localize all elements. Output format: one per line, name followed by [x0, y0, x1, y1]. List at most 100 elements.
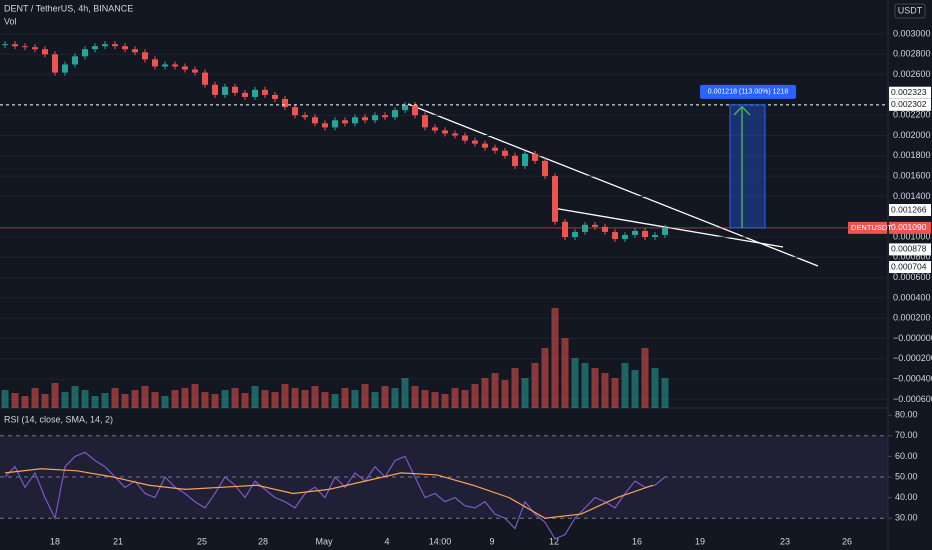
candle	[132, 49, 138, 53]
price-tick-label: 0.001400	[893, 191, 931, 201]
time-label: 28	[258, 536, 268, 546]
candle	[292, 107, 298, 116]
rsi-label: RSI (14, close, SMA, 14, 2)	[4, 414, 113, 424]
volume-bar	[331, 394, 339, 408]
price-label: 0.000704	[891, 261, 927, 271]
candle	[452, 133, 458, 136]
symbol-tag: DENTUSDT	[851, 223, 892, 232]
volume-bar	[391, 388, 399, 408]
candle	[432, 127, 438, 131]
candle	[422, 115, 428, 128]
candle	[142, 52, 148, 60]
measure-box	[729, 104, 766, 229]
volume-bar	[301, 390, 309, 408]
candle	[482, 143, 488, 148]
volume-bar	[321, 392, 329, 408]
candle	[72, 56, 78, 65]
candle	[62, 64, 68, 73]
candle	[462, 135, 468, 141]
volume-bar	[141, 386, 149, 408]
candle	[12, 44, 18, 47]
volume-bar	[621, 363, 629, 408]
currency[interactable]: USDT	[898, 5, 923, 15]
candle	[392, 110, 398, 118]
candle	[472, 140, 478, 144]
measure-label-box	[700, 84, 796, 99]
price-tick-label: 0.000400	[893, 292, 931, 302]
volume-bar	[371, 392, 379, 408]
volume-bar	[281, 384, 289, 408]
candle	[182, 66, 188, 70]
volume-bar	[11, 393, 19, 408]
volume-label: Vol	[4, 16, 17, 26]
candle	[232, 86, 238, 93]
candle	[32, 47, 38, 50]
candle	[82, 49, 88, 57]
price-tick-label: 0.002200	[893, 110, 931, 120]
time-label: 23	[780, 536, 790, 546]
volume-bar	[661, 378, 669, 408]
trendline[interactable]	[407, 103, 819, 267]
candle	[252, 89, 258, 97]
currency-box[interactable]	[894, 3, 926, 19]
price-label: 0.001090	[891, 222, 927, 232]
candle	[632, 230, 638, 235]
volume-bar	[291, 388, 299, 408]
candle	[122, 46, 128, 50]
price-tick-label: 0.001600	[893, 170, 931, 180]
price-label-box	[889, 261, 931, 274]
price-label: 0.001266	[891, 204, 927, 214]
candle	[102, 44, 108, 47]
volume-bar	[351, 390, 359, 408]
volume-bar	[1, 390, 9, 408]
price-tick-label: 0.002000	[893, 130, 931, 140]
time-label: 25	[197, 536, 207, 546]
candle	[282, 98, 288, 108]
time-label: 18	[50, 536, 60, 546]
candle	[602, 226, 608, 232]
volume-bar	[341, 388, 349, 408]
volume-bar	[191, 384, 199, 408]
volume-bar	[81, 390, 89, 408]
time-label: 19	[695, 536, 705, 546]
candle	[152, 59, 158, 67]
volume-bar	[531, 363, 539, 408]
candle	[202, 72, 208, 85]
volume-bar	[501, 380, 509, 408]
candle	[52, 54, 58, 73]
symbol-tag-box	[848, 221, 887, 234]
time-label: 16	[632, 536, 642, 546]
volume-bar	[261, 390, 269, 408]
time-label: 21	[113, 536, 123, 546]
volume-bar	[611, 378, 619, 408]
volume-bar	[121, 394, 129, 408]
candle	[162, 64, 168, 67]
volume-bar	[31, 388, 39, 408]
volume-bar	[641, 348, 649, 408]
candle	[512, 155, 518, 166]
candle	[42, 49, 48, 55]
volume-bar	[591, 368, 599, 408]
volume-bar	[551, 308, 559, 408]
volume-bar	[271, 392, 279, 408]
price-label-box	[889, 221, 931, 234]
volume-bar	[481, 378, 489, 408]
rsi-tick-label: 40.00	[895, 492, 918, 502]
price-label: 0.002302	[891, 99, 927, 109]
candle	[312, 117, 318, 124]
candle	[492, 147, 498, 151]
volume-bar	[101, 393, 109, 408]
candle	[322, 123, 328, 128]
price-tick-label: −0.000400	[893, 373, 932, 383]
candle	[362, 117, 368, 121]
candle	[502, 150, 508, 156]
volume-bar	[181, 388, 189, 408]
candle	[372, 115, 378, 121]
candle	[262, 89, 268, 95]
volume-bar	[131, 390, 139, 408]
volume-bar	[421, 390, 429, 408]
volume-bar	[571, 358, 579, 408]
price-tick-label: 0.000200	[893, 313, 931, 323]
candle	[522, 153, 528, 166]
candle	[402, 105, 408, 111]
